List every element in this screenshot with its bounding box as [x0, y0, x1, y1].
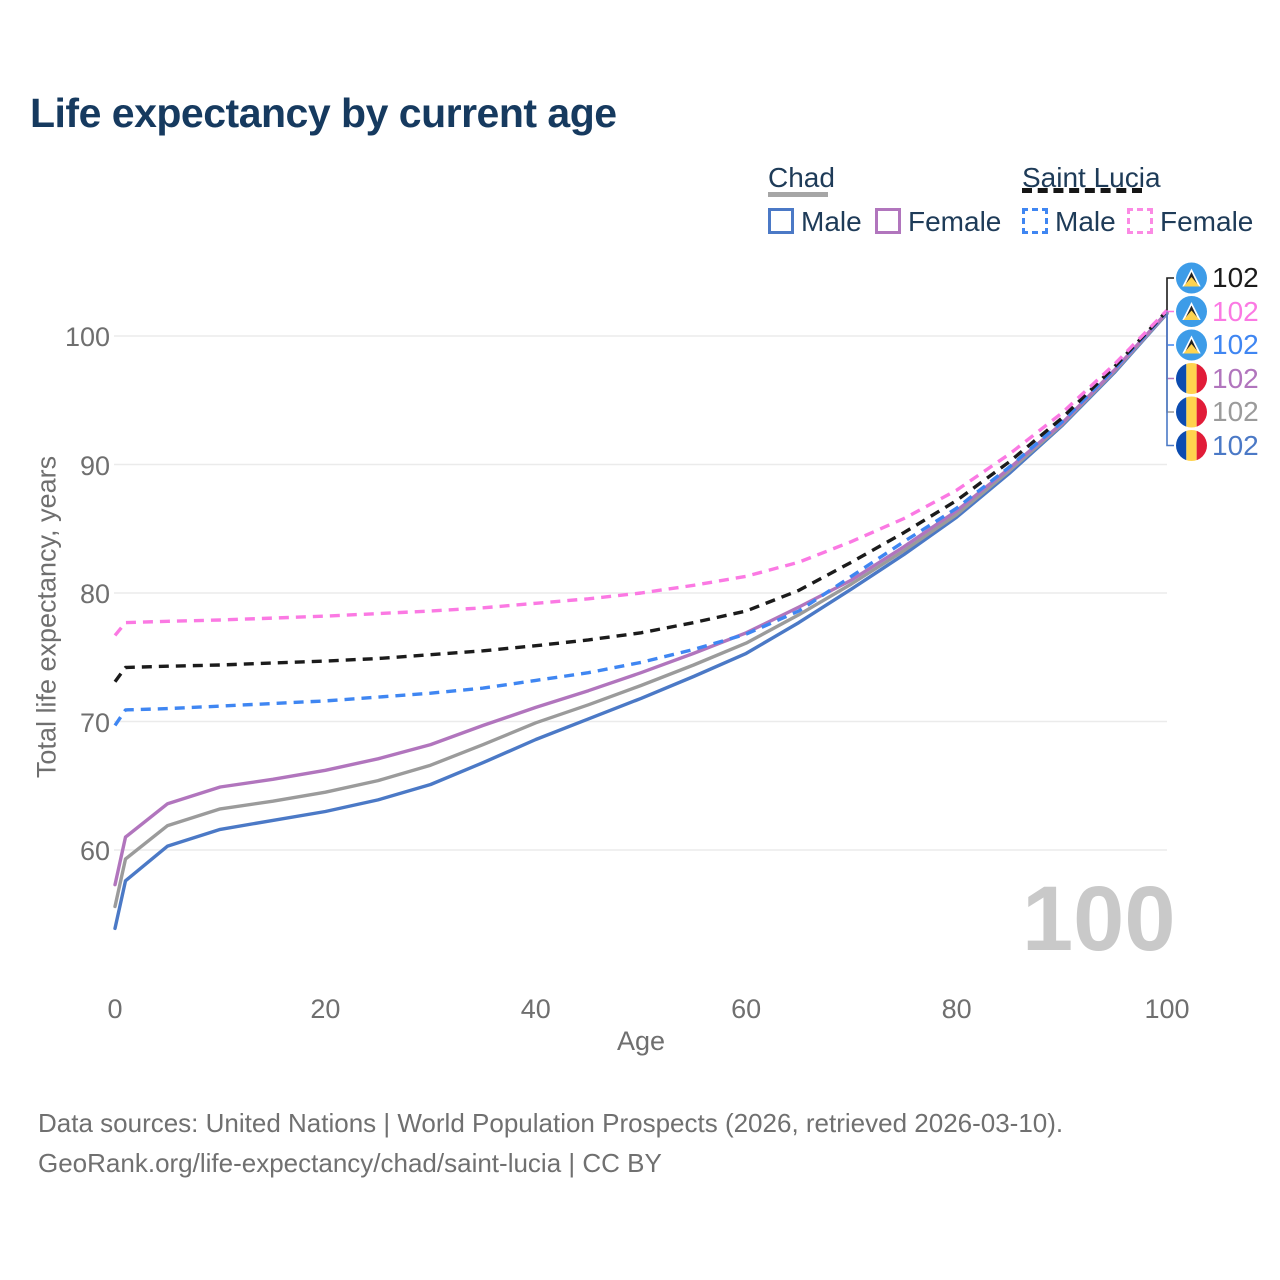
end-label-connector-saint_lucia_total: [1166, 277, 1174, 311]
x-axis-title: Age: [616, 1026, 666, 1056]
x-tick-label-100: 100: [1144, 994, 1190, 1024]
y-tick-label-90: 90: [79, 450, 110, 481]
x-tick-label-80: 80: [941, 994, 972, 1024]
footer-attribution-link[interactable]: GeoRank.org/life-expectancy/chad/saint-l…: [38, 1148, 662, 1178]
chad-flag-icon: [1176, 363, 1207, 394]
saint-lucia-flag-icon: [1176, 262, 1207, 294]
y-tick-label-70: 70: [79, 707, 110, 738]
series-line-saint_lucia_male[interactable]: [113, 310, 1169, 727]
end-label-connector-chad_total: [1166, 312, 1174, 413]
legend-saint-lucia-line-sample: [1022, 188, 1142, 193]
x-tick-label-60: 60: [731, 994, 762, 1024]
end-value-label-saint_lucia_male: 102: [1212, 329, 1259, 360]
end-label-connector-saint_lucia_female: [1166, 310, 1174, 313]
x-tick-label-20: 20: [310, 994, 341, 1024]
legend-swatch-chad-female[interactable]: [875, 208, 901, 234]
y-tick-label-80: 80: [79, 579, 110, 609]
end-value-label-chad_female: 102: [1212, 362, 1259, 394]
end-value-label-saint_lucia_female: 102: [1212, 295, 1259, 327]
series-line-chad_male[interactable]: [113, 311, 1169, 931]
x-tick-label-40: 40: [520, 994, 551, 1024]
chad-flag-icon: [1176, 430, 1207, 461]
end-label-connector-chad_male: [1166, 313, 1174, 447]
legend-label-chad-male[interactable]: Male: [801, 206, 862, 237]
footer-data-sources: Data sources: United Nations | World Pop…: [38, 1108, 1064, 1138]
legend-chad-line-sample: [768, 192, 828, 197]
legend-label-chad-female[interactable]: Female: [908, 206, 1002, 237]
end-value-label-saint_lucia_total: 102: [1212, 262, 1259, 293]
end-value-label-chad_total: 102: [1212, 396, 1259, 427]
legend-label-saint-lucia-male[interactable]: Male: [1055, 206, 1116, 237]
legend-swatch-chad-male[interactable]: [768, 208, 794, 234]
series-line-chad_female[interactable]: [113, 310, 1169, 887]
saint-lucia-flag-icon: [1176, 329, 1207, 361]
legend-label-saint-lucia-female[interactable]: Female: [1160, 206, 1254, 237]
series-line-saint_lucia_female[interactable]: [113, 309, 1169, 637]
end-value-label-chad_male: 102: [1212, 429, 1259, 461]
y-tick-label-60: 60: [79, 836, 110, 866]
legend-swatch-saint-lucia-male[interactable]: [1022, 208, 1048, 234]
y-tick-label-100: 100: [64, 322, 110, 352]
legend-group-chad-label: Chad: [768, 162, 835, 193]
end-label-connector-saint_lucia_male: [1166, 311, 1174, 346]
page-title: Life expectancy by current age: [30, 90, 617, 136]
series-line-chad_total[interactable]: [113, 311, 1169, 909]
series-line-saint_lucia_total[interactable]: [113, 309, 1169, 683]
saint-lucia-flag-icon: [1176, 296, 1207, 327]
legend-swatch-saint-lucia-female[interactable]: [1127, 208, 1153, 234]
x-tick-label-0: 0: [107, 994, 123, 1024]
chad-flag-icon: [1176, 396, 1207, 428]
watermark-age-indicator: 100: [1022, 868, 1176, 970]
legend-group-saint-lucia-label: Saint Lucia: [1022, 162, 1161, 193]
